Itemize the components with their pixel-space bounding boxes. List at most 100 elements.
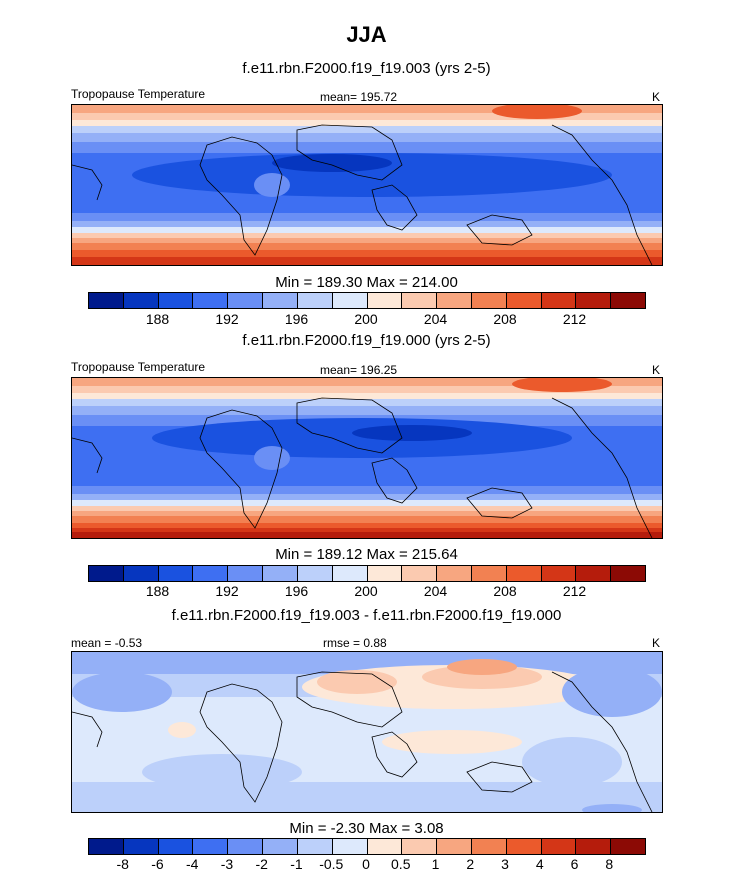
colorbar-tick-label: 200 xyxy=(354,583,378,599)
colorbar-swatch xyxy=(402,839,438,854)
colorbar-swatch xyxy=(158,839,194,854)
colorbar-swatch xyxy=(471,566,507,581)
colorbar-tick-label: 212 xyxy=(562,583,587,599)
panel2-warm-blob xyxy=(512,378,612,392)
colorbar-swatch xyxy=(611,839,645,854)
panel2-band xyxy=(72,486,662,496)
panel1-band xyxy=(72,126,662,134)
panel2-band xyxy=(72,511,662,517)
panel3-units-label: K xyxy=(652,636,661,650)
figure-title: JJA xyxy=(346,22,387,47)
colorbar-tick-label: 1 xyxy=(431,856,440,872)
colorbar-tick-label: 188 xyxy=(145,311,170,327)
colorbar-swatch xyxy=(263,566,298,581)
panel2-minmax: Min = 189.12 Max = 215.64 xyxy=(275,546,458,563)
panel2-band xyxy=(72,500,662,507)
colorbar-tick-label: -3 xyxy=(220,856,234,872)
panel3-mean-label: mean = -0.53 xyxy=(71,636,143,650)
colorbar-swatch xyxy=(367,839,403,854)
panel3-minmax: Min = -2.30 Max = 3.08 xyxy=(289,820,444,837)
colorbar-swatch xyxy=(158,293,194,308)
panel2-cold-core xyxy=(152,418,572,458)
panel1-minmax: Min = 189.30 Max = 214.00 xyxy=(275,274,458,291)
colorbar-tick-label: 200 xyxy=(354,311,378,327)
panel1-case-title: f.e11.rbn.F2000.f19_f19.003 (yrs 2-5) xyxy=(242,60,491,77)
panel2-case-title: f.e11.rbn.F2000.f19_f19.000 (yrs 2-5) xyxy=(242,332,491,349)
panel1-band xyxy=(72,221,662,229)
colorbar-tick-label: 6 xyxy=(570,856,579,872)
colorbar-tick-label: -6 xyxy=(151,856,164,872)
colorbar-swatch xyxy=(367,293,403,308)
colorbar-tick-label: -2 xyxy=(255,856,268,872)
colorbar-swatch xyxy=(123,566,159,581)
colorbar-swatch xyxy=(611,293,645,308)
panel1-warm-blob xyxy=(492,105,582,119)
colorbar-swatch xyxy=(576,293,612,308)
panel2-band xyxy=(72,406,662,416)
colorbar-swatch xyxy=(402,293,438,308)
colorbar-swatch xyxy=(437,839,472,854)
colorbar-swatch xyxy=(332,293,368,308)
panel2-band xyxy=(72,378,662,388)
colorbar-swatch xyxy=(263,293,298,308)
colorbar-tick-label: 3 xyxy=(501,856,509,872)
colorbar-swatch xyxy=(228,293,264,308)
colorbar-tick-label: 204 xyxy=(423,583,448,599)
panel1-band xyxy=(72,113,662,121)
colorbar-tick-label: 0.5 xyxy=(391,856,411,872)
panel2-map xyxy=(71,377,663,539)
colorbar-swatch xyxy=(471,839,507,854)
colorbar-swatch xyxy=(332,566,368,581)
colorbar-tick-label: 192 xyxy=(215,583,239,599)
panel1-cold-core xyxy=(132,153,612,197)
colorbar-swatch xyxy=(193,839,229,854)
panel1-band xyxy=(72,257,662,265)
colorbar-tick-label: 212 xyxy=(562,311,587,327)
panel3-map xyxy=(71,651,663,813)
panel2-band xyxy=(72,386,662,394)
colorbar-tick-label: 8 xyxy=(605,856,614,872)
colorbar-swatch xyxy=(576,839,612,854)
colorbar-swatch xyxy=(297,566,333,581)
panel3-neg-region xyxy=(522,737,622,787)
panel1-band xyxy=(72,243,662,251)
panel2-cold-core xyxy=(352,425,472,441)
colorbar-tick-label: 196 xyxy=(284,311,309,327)
colorbar-swatch xyxy=(506,293,542,308)
colorbar-swatch xyxy=(263,839,298,854)
colorbar-swatch xyxy=(228,566,264,581)
panel1-map xyxy=(71,104,663,266)
panel2-band xyxy=(72,393,662,400)
panel1-band xyxy=(72,238,662,244)
colorbar-swatch xyxy=(402,566,438,581)
colorbar-swatch xyxy=(158,566,194,581)
colorbar-swatch xyxy=(541,566,577,581)
colorbar-swatch xyxy=(89,566,124,581)
colorbar-swatch xyxy=(297,839,333,854)
colorbar-tick-label: -4 xyxy=(186,856,199,872)
panel2-band xyxy=(72,523,662,529)
panel3-neg-region xyxy=(562,667,662,717)
panel1-band xyxy=(72,250,662,258)
panel3-pos-region xyxy=(382,730,522,754)
panel1-coastlines xyxy=(72,124,653,265)
panel3-neg-region xyxy=(582,804,642,812)
colorbar-tick-label: 0 xyxy=(362,856,370,872)
colorbar-swatch xyxy=(332,839,368,854)
panel3-colorbar xyxy=(88,838,646,855)
panel1-warm-blob xyxy=(254,173,290,197)
panel3-coastlines xyxy=(72,671,653,812)
panel3-band xyxy=(72,782,662,812)
panel3-pos-region xyxy=(168,722,196,738)
panel2-mean-label: mean= 196.25 xyxy=(320,363,398,377)
panel1-band xyxy=(72,105,662,115)
panel1-mean-label: mean= 195.72 xyxy=(320,90,398,104)
colorbar-swatch xyxy=(193,293,229,308)
panel2-units-label: K xyxy=(652,363,661,377)
panel1-band xyxy=(72,213,662,223)
panel2-band xyxy=(72,528,662,533)
panel1-units-label: K xyxy=(652,90,661,104)
panel2-band xyxy=(72,399,662,407)
panel2-variable-label: Tropopause Temperature xyxy=(71,360,206,374)
colorbar-swatch xyxy=(611,566,645,581)
